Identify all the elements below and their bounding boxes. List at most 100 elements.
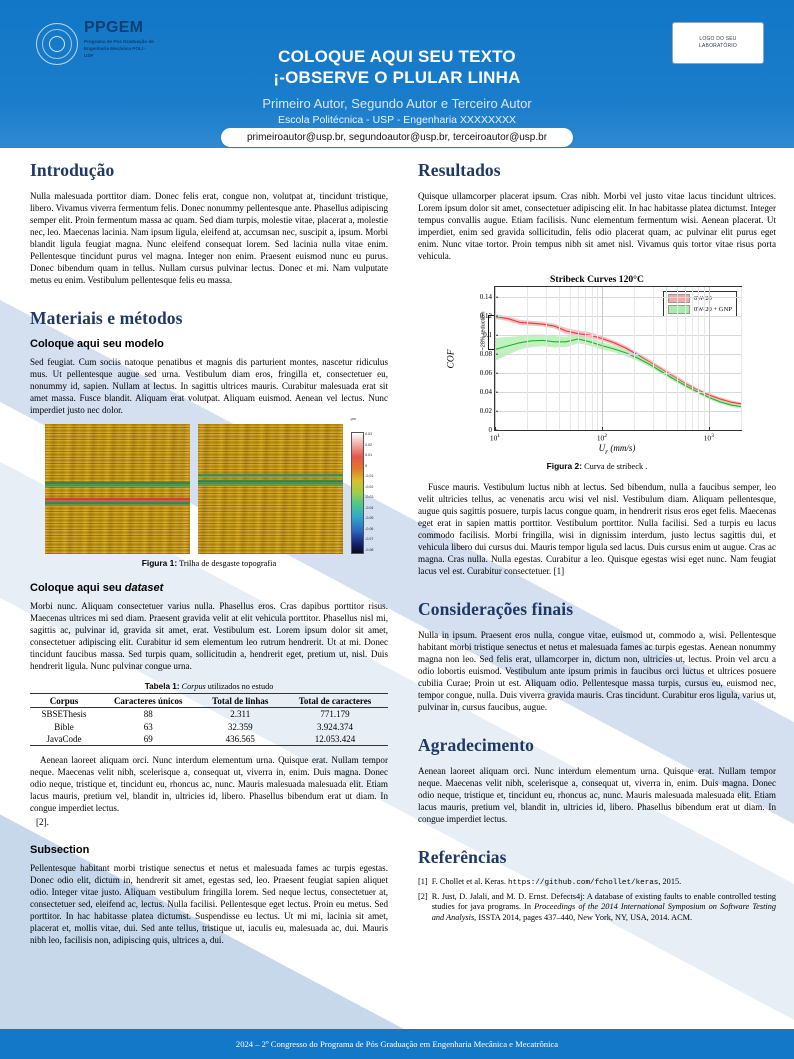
table-column-header: Total de linhas [198, 693, 282, 708]
chart-band-0W-20 + GNP [495, 334, 741, 409]
ppgem-logo-subtitle: Programa de Pós Graduação de Engenharia … [84, 39, 154, 58]
poster-affiliation: Escola Politécnica - USP - Engenharia XX… [278, 113, 516, 126]
chart-gridline-v [698, 287, 699, 430]
modelo-paragraph: Sed feugiat. Cum sociis natoque penatibu… [30, 357, 388, 415]
wear-band [44, 498, 190, 502]
chart-y-tickmark [495, 391, 498, 393]
chart-y-tick-label: 0 [488, 426, 493, 434]
table1-caption-text: utilizados no estudo [205, 682, 274, 691]
subheading-dataset: Coloque aqui seu dataset [30, 582, 388, 594]
chart-gridline-h [495, 315, 741, 317]
subsection-paragraph: Pellentesque habitant morbi tristique se… [30, 863, 388, 946]
table-column-header: Caracteres únicos [97, 693, 199, 708]
colorbar-tick: -0.04 [365, 505, 374, 510]
table1-caption: Tabela 1: Corpus utilizados no estudo [30, 682, 388, 691]
figure2-caption: Figura 2: Curva de stribeck . [418, 461, 776, 471]
chart-y-tick-label: 0.14 [479, 292, 492, 301]
legend-swatch-0W-20 [667, 294, 690, 303]
table-column-header: Total de caracteres [281, 693, 388, 708]
table1-caption-italic: Corpus [181, 682, 206, 691]
table-column-header: Corpus [30, 693, 98, 708]
chart-legend: 0W-20 0W-20 + GNP [662, 291, 737, 317]
colorbar-tick: -0.01 [365, 474, 374, 479]
subheading-modelo: Coloque aqui seu modelo [30, 338, 164, 350]
reference-text-post: ISSTA 2014, pages 437–440, New York, NY,… [476, 913, 693, 923]
chart-gridline-h [495, 296, 741, 298]
figure1-caption: Figura 1: Trilha de desgaste topografia [30, 558, 388, 568]
reference-item-1: [1] F. Chollet et al. Keras. https://git… [418, 877, 776, 889]
post-figure-paragraph: Fusce mauris. Vestibulum luctus nibh at … [418, 481, 776, 576]
chart-gridline-v [578, 287, 579, 430]
chart-gridline-v [634, 287, 635, 430]
chart-gridline-v [741, 287, 742, 430]
chart-line-0W-20 + GNP [495, 338, 741, 408]
reference-number: [2] [418, 891, 428, 901]
legend-item: 0W-20 + GNP [667, 305, 732, 314]
subheading-subsection: Subsection [30, 844, 90, 857]
chart-gridline-v [559, 287, 560, 430]
reference-number: [1] [418, 876, 428, 886]
chart-x-tickmark [708, 427, 710, 430]
chart-y-axis-label: COF [446, 349, 457, 368]
figure1-caption-label: Figura 1: [141, 558, 178, 568]
section-heading-introducao: Introdução [30, 160, 115, 180]
colorbar-gradient [350, 432, 364, 554]
subheading-dataset-prefix: Coloque aqui seu [30, 582, 125, 594]
figure2-caption-label: Figura 2: [546, 460, 582, 471]
figure1-colorbar: µm 0.03 0.02 0.01 0 -0.01 -0.02 -0.03 -0… [350, 417, 373, 554]
table-cell: 88 [143, 709, 153, 720]
colorbar-tick: 0.03 [365, 432, 373, 436]
chart-gridline-v [585, 287, 586, 430]
poster-title-line2: ¡-OBSERVE O PLULAR LINHA [273, 68, 521, 88]
chart-x-tickmark [601, 427, 603, 430]
colorbar-tick: -0.07 [365, 537, 374, 542]
right-column: Resultados Quisque ullamcorper placerat … [418, 160, 776, 927]
post-table-paragraph: Aenean laoreet aliquam orci. Nunc interd… [30, 755, 388, 814]
post-table-citation: [2]. [36, 817, 49, 828]
agradecimento-paragraph: Aenean laoreet aliquam orci. Nunc interd… [418, 765, 776, 824]
lab-logo-line2: LABORATÓRIO [699, 43, 737, 49]
lab-logo-placeholder: LOGO DO SEU LABORATÓRIO [672, 22, 764, 64]
reference-body: R. Just, D. Jalali, and M. D. Ernst. Def… [432, 892, 776, 924]
chart-title: Stribeck Curves 120°C [550, 274, 644, 285]
ppgem-logo-text: PPGEM Programa de Pós Graduação de Engen… [84, 20, 156, 60]
table-cell: 3.924.374 [316, 721, 353, 732]
table-cell: 436.565 [198, 732, 282, 747]
chart-y-tickmark [495, 315, 498, 316]
reference-text-pre: R. Just, D. Jalali, and M. D. Ernst. Def… [431, 891, 776, 912]
subheading-dataset-italic: dataset [124, 582, 164, 594]
table1-caption-label: Tabela 1: [144, 682, 180, 691]
wear-band [197, 474, 343, 477]
chart-y-tick-label: 0.06 [479, 368, 492, 377]
poster-title-line1: COLOQUE AQUI SEU TEXTO [278, 47, 516, 66]
table-cell: Bible [54, 721, 74, 732]
figure2-chart: Stribeck Curves 120°C COF ~28% reduction… [432, 270, 762, 458]
chart-x-tick-label: 103 [703, 433, 714, 443]
chart-gridline-h [495, 334, 741, 336]
table-cell: 32.359 [227, 721, 253, 732]
wear-band [44, 482, 190, 487]
chart-gridline-v [601, 287, 603, 430]
table-row: Bible 63 32.359 3.924.374 [30, 720, 388, 732]
colorbar-tick: 0 [365, 463, 368, 468]
ppgem-logo-title: PPGEM [84, 19, 144, 36]
chart-annotation-bracket [488, 314, 497, 351]
colorbar-tick: -0.05 [365, 516, 374, 521]
chart-y-tick-label: 0.1 [483, 330, 492, 339]
introducao-paragraph: Nulla malesuada porttitor diam. Donec fe… [30, 191, 388, 285]
section-heading-materiais-metodos: Materiais e métodos [30, 308, 183, 328]
legend-label-0W-20-GNP: 0W-20 + GNP [693, 306, 732, 313]
reference-url[interactable]: https://github.com/fchollet/keras [507, 878, 659, 887]
section-heading-resultados: Resultados [418, 160, 501, 180]
chart-gridline-v [692, 287, 693, 430]
corpus-table: Corpus Caracteres únicos Total de linhas… [30, 693, 388, 747]
table-cell: 12.053.424 [281, 732, 388, 747]
chart-y-tickmark [495, 353, 498, 355]
chart-gridline-v [597, 287, 598, 430]
section-heading-consideracoes-finais: Considerações finais [418, 598, 574, 619]
footer-text: 2024 – 2º Congresso do Programa de Pós G… [235, 1039, 559, 1049]
colorbar-tick-labels: 0.03 0.02 0.01 0 -0.01 -0.02 -0.03 -0.04… [365, 432, 373, 552]
chart-gridline-v [527, 287, 528, 430]
ppgem-logo: PPGEM Programa de Pós Graduação de Engen… [36, 20, 156, 65]
figure2-caption-text: Curva de stribeck . [584, 461, 648, 471]
